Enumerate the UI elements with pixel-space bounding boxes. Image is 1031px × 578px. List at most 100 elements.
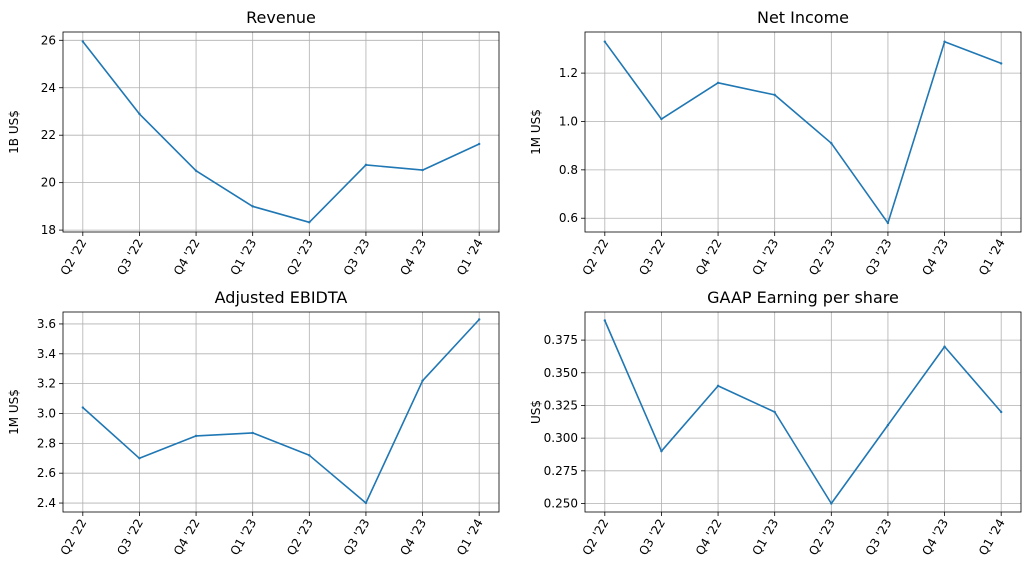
y-tick-label: 3.0 xyxy=(37,406,56,420)
x-tick-label: Q1 '23 xyxy=(227,237,259,278)
plot-frame xyxy=(62,31,500,233)
x-tick-label: Q2 '23 xyxy=(806,517,838,558)
y-tick-label: 0.350 xyxy=(544,366,578,380)
data-point xyxy=(999,410,1003,414)
x-tick-label: Q1 '24 xyxy=(976,237,1008,278)
data-point xyxy=(943,345,946,348)
chart-panel-2: 0.6 0.8 1.0 1.2 Q2 '22 Q3 '22 Q4 '22 Q1 '23 Q2 '… xyxy=(529,8,1022,278)
data-point xyxy=(251,205,254,208)
data-point xyxy=(81,406,85,409)
data-point xyxy=(773,410,776,414)
y-tick-label: 1.0 xyxy=(559,114,578,128)
x-tick-label: Q2 '23 xyxy=(284,517,316,558)
data-point xyxy=(364,163,368,167)
x-tick-label: Q4 '22 xyxy=(693,237,725,278)
data-point xyxy=(603,319,607,322)
x-tick-label: Q4 '23 xyxy=(919,517,951,558)
data-point xyxy=(477,142,481,146)
data-point xyxy=(943,40,946,43)
x-tick-label: Q3 '23 xyxy=(863,517,895,558)
y-tick-label: 0.6 xyxy=(559,211,578,225)
x-tick-label: Q2 '22 xyxy=(58,517,90,558)
x-tick-label: Q3 '22 xyxy=(636,517,668,558)
data-point xyxy=(603,40,607,43)
y-tick-label: 3.4 xyxy=(37,347,56,361)
x-tick-label: Q1 '24 xyxy=(454,237,486,278)
plot-frame xyxy=(584,31,1022,233)
x-tick-label: Q3 '23 xyxy=(863,237,895,278)
data-point xyxy=(660,450,663,453)
data-point xyxy=(251,431,254,435)
series-line xyxy=(82,41,480,224)
data-point xyxy=(716,81,720,84)
series-line xyxy=(604,320,1002,505)
chart-title: GAAP Earning per share xyxy=(707,288,899,307)
y-tick-label: 22 xyxy=(41,128,56,142)
x-tick-label: Q2 '23 xyxy=(806,237,838,278)
y-tick-label: 0.8 xyxy=(559,163,578,177)
chart-panel-1: 18 20 22 24 26 Q2 '22 Q3 '22 Q4 '22 Q1 '23 Q2 '23… xyxy=(7,8,500,278)
data-point xyxy=(138,457,141,460)
chart-title: Revenue xyxy=(246,8,316,27)
data-point xyxy=(999,62,1003,65)
x-tick-label: Q4 '23 xyxy=(397,517,429,558)
data-point xyxy=(886,423,890,427)
data-point xyxy=(194,169,198,172)
data-point xyxy=(194,434,198,438)
y-tick-label: 2.6 xyxy=(37,466,56,480)
x-tick-label: Q1 '23 xyxy=(227,517,259,558)
x-tick-label: Q1 '24 xyxy=(976,517,1008,558)
x-tick-label: Q3 '23 xyxy=(341,237,373,278)
x-tick-label: Q4 '22 xyxy=(693,517,725,558)
plot-frame xyxy=(62,311,500,513)
y-tick-label: 0.375 xyxy=(544,333,578,347)
chart-title: Net Income xyxy=(757,8,849,27)
x-tick-label: Q2 '22 xyxy=(58,237,90,278)
x-tick-label: Q3 '22 xyxy=(636,237,668,278)
x-tick-label: Q4 '22 xyxy=(171,517,203,558)
y-tick-label: 0.300 xyxy=(544,431,578,445)
x-tick-label: Q3 '22 xyxy=(114,517,146,558)
y-tick-label: 3.2 xyxy=(37,377,56,391)
data-point xyxy=(308,454,311,457)
data-point xyxy=(830,142,833,145)
y-tick-label: 0.325 xyxy=(544,398,578,412)
x-tick-label: Q4 '23 xyxy=(919,237,951,278)
chart-panel-4: 0.250 0.275 0.300 0.325 0.350 0.375 Q2 '22 Q3 '… xyxy=(529,288,1022,558)
y-tick-label: 0.250 xyxy=(544,497,578,511)
data-point xyxy=(716,384,720,388)
y-tick-label: 2.4 xyxy=(37,496,56,510)
y-tick-label: 18 xyxy=(41,223,56,237)
plot-frame xyxy=(584,311,1022,513)
y-tick-label: 0.275 xyxy=(544,464,578,478)
y-axis-label: 1B US$ xyxy=(7,110,21,154)
x-tick-label: Q1 '23 xyxy=(749,237,781,278)
data-point xyxy=(477,318,481,321)
data-point xyxy=(81,40,85,43)
y-axis-label: 1M US$ xyxy=(7,389,21,435)
y-axis-label: 1M US$ xyxy=(529,109,543,155)
data-point xyxy=(830,502,833,505)
y-tick-label: 2.8 xyxy=(37,436,56,450)
x-tick-label: Q1 '24 xyxy=(454,517,486,558)
x-tick-label: Q4 '22 xyxy=(171,237,203,278)
y-tick-label: 3.6 xyxy=(37,317,56,331)
data-point xyxy=(138,112,141,116)
x-tick-label: Q3 '23 xyxy=(341,517,373,558)
data-point xyxy=(886,221,890,225)
x-tick-label: Q2 '22 xyxy=(580,517,612,558)
y-tick-label: 1.2 xyxy=(559,66,578,80)
data-point xyxy=(421,168,424,172)
chart-panel-3: 2.4 2.6 2.8 3.0 3.2 3.4 3.6 Q2 '22 Q3 '22 Q4 '22 Q… xyxy=(7,288,500,558)
y-tick-label: 26 xyxy=(41,33,56,47)
data-point xyxy=(364,501,368,505)
series-line xyxy=(82,318,480,504)
chart-title: Adjusted EBIDTA xyxy=(215,288,348,307)
data-point xyxy=(773,93,776,97)
data-point xyxy=(421,379,424,382)
data-point xyxy=(308,221,311,224)
x-tick-label: Q4 '23 xyxy=(397,237,429,278)
y-axis-label: US$ xyxy=(529,400,543,424)
x-tick-label: Q2 '23 xyxy=(284,237,316,278)
